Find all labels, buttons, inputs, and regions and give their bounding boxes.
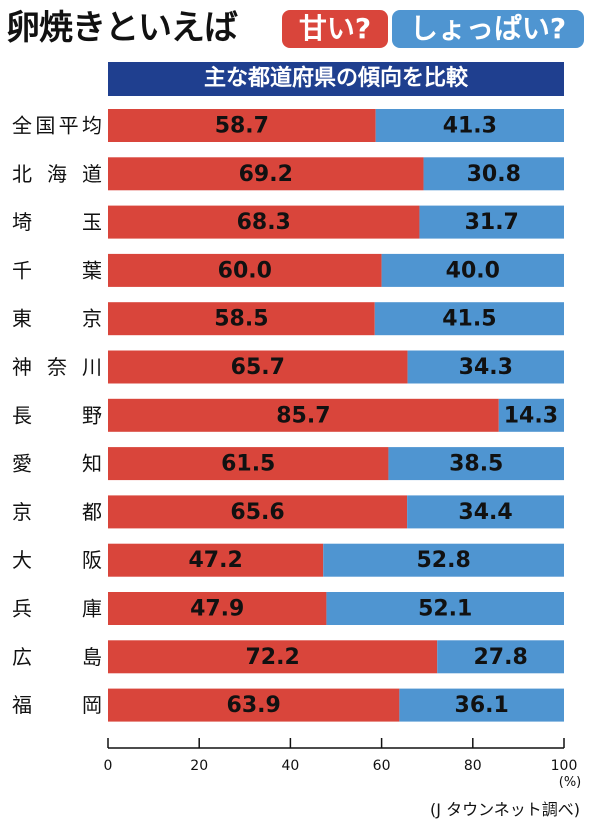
category-label: 北海道	[12, 162, 102, 186]
value-label-sweet: 63.9	[227, 693, 281, 718]
bar-salty	[374, 302, 564, 336]
bar-salty	[399, 688, 564, 722]
value-label-salty: 38.5	[449, 452, 503, 477]
stacked-bar-chart: 全国平均 58.7 41.3 北海道 69.2 30.8 埼玉 68.3 31.7 千葉 60.0 4…	[12, 109, 582, 790]
bar-sweet	[108, 205, 420, 239]
bar-salty	[381, 253, 564, 287]
category-label: 福岡	[12, 693, 102, 717]
value-label-salty: 41.3	[443, 114, 497, 139]
category-label: 京都	[12, 500, 102, 524]
value-label-salty: 52.8	[416, 548, 470, 573]
bar-salty	[407, 350, 564, 384]
bar-sweet	[108, 543, 324, 577]
value-label-salty: 52.1	[418, 597, 472, 622]
value-label-sweet: 72.2	[245, 645, 299, 670]
x-tick-label: 0	[104, 758, 113, 774]
bar-sweet	[108, 302, 375, 336]
category-label: 大阪	[12, 548, 102, 572]
x-tick-label: 40	[281, 758, 299, 774]
value-label-salty: 31.7	[465, 210, 519, 235]
category-label: 埼玉	[12, 210, 102, 234]
bar-sweet	[108, 398, 499, 432]
x-tick-label: 80	[464, 758, 482, 774]
value-label-sweet: 47.9	[190, 597, 244, 622]
value-label-salty: 14.3	[504, 403, 558, 428]
bar-salty	[388, 447, 564, 481]
sweet-label-badge: 甘い?	[282, 10, 388, 48]
header: 卵焼きといえば 甘い? しょっぱい?	[0, 0, 590, 58]
bar-salty	[423, 157, 564, 191]
value-label-sweet: 58.5	[214, 307, 268, 332]
bar-salty	[375, 109, 564, 142]
value-label-sweet: 65.6	[230, 500, 284, 525]
source-note: (J タウンネット調べ)	[430, 800, 580, 819]
x-axis-unit: (%)	[559, 775, 582, 790]
bar-salty	[323, 543, 564, 577]
category-label: 東京	[12, 307, 102, 331]
bar-sweet	[108, 495, 408, 529]
value-label-sweet: 68.3	[237, 210, 291, 235]
bar-sweet	[108, 592, 327, 625]
x-tick-label: 100	[551, 758, 578, 774]
bar-sweet	[108, 157, 424, 191]
bar-sweet	[108, 688, 400, 722]
category-label: 全国平均	[12, 114, 102, 138]
bar-sweet	[108, 350, 408, 384]
category-label: 愛知	[12, 452, 102, 476]
category-label: 千葉	[12, 258, 102, 282]
bar-sweet	[108, 253, 382, 287]
value-label-sweet: 85.7	[276, 403, 330, 428]
bar-salty	[419, 205, 564, 239]
value-label-salty: 34.3	[459, 355, 513, 380]
bar-salty	[498, 398, 564, 432]
category-label: 神奈川	[12, 355, 102, 379]
value-label-salty: 34.4	[458, 500, 512, 525]
value-label-salty: 36.1	[455, 693, 509, 718]
bar-salty	[437, 640, 564, 674]
salty-label-badge: しょっぱい?	[392, 10, 584, 48]
value-label-sweet: 60.0	[218, 258, 272, 283]
value-label-salty: 41.5	[442, 307, 496, 332]
bar-sweet	[108, 109, 376, 142]
category-label: 長野	[12, 403, 102, 427]
value-label-salty: 27.8	[473, 645, 527, 670]
value-label-sweet: 47.2	[188, 548, 242, 573]
value-label-salty: 30.8	[467, 162, 521, 187]
bar-sweet	[108, 447, 389, 481]
value-label-sweet: 61.5	[221, 452, 275, 477]
bar-sweet	[108, 640, 438, 674]
page-title: 卵焼きといえば	[6, 8, 238, 48]
x-tick-label: 60	[373, 758, 391, 774]
value-label-sweet: 69.2	[239, 162, 293, 187]
bar-salty	[407, 495, 564, 529]
value-label-salty: 40.0	[446, 258, 500, 283]
chart-subtitle: 主な都道府県の傾向を比較	[108, 62, 564, 96]
value-label-sweet: 65.7	[231, 355, 285, 380]
category-label: 兵庫	[12, 597, 102, 621]
bar-salty	[326, 592, 564, 625]
x-tick-label: 20	[190, 758, 208, 774]
value-label-sweet: 58.7	[215, 114, 269, 139]
category-label: 広島	[12, 645, 102, 669]
